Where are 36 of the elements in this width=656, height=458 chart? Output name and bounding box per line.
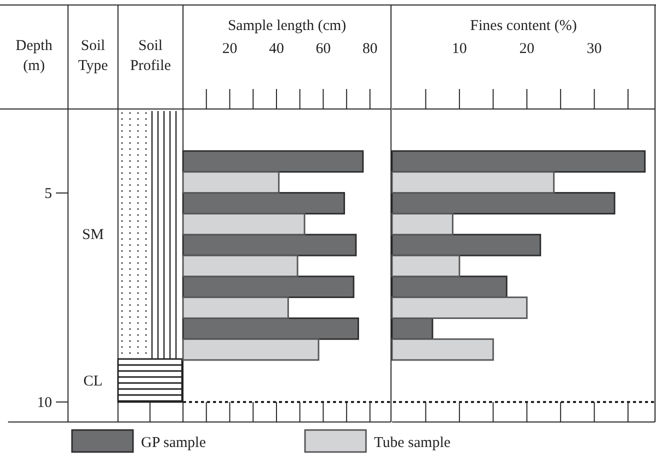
text: 5 xyxy=(44,186,52,202)
x-tick-label: 80 xyxy=(362,41,378,57)
bar xyxy=(391,192,616,214)
bar xyxy=(182,234,357,256)
bar xyxy=(391,296,528,319)
text: Depth (m) xyxy=(16,38,53,74)
text: SM xyxy=(82,227,104,243)
text: Soil Type xyxy=(78,38,108,74)
x-axis-title: Fines content (%) xyxy=(470,18,577,34)
bar xyxy=(391,254,460,278)
bar xyxy=(182,171,280,194)
x-tick-label: 30 xyxy=(586,41,602,57)
x-tick-label: 10 xyxy=(452,41,467,57)
bar xyxy=(182,317,360,340)
bar xyxy=(391,171,555,194)
bar xyxy=(391,276,508,298)
x-tick-label: 60 xyxy=(316,41,331,57)
bar xyxy=(182,212,306,236)
legend-label: GP sample xyxy=(141,435,206,451)
bar xyxy=(391,150,646,173)
bar xyxy=(391,338,494,361)
text: Soil Profile xyxy=(130,38,172,74)
x-tick-label: 40 xyxy=(268,41,284,57)
bar xyxy=(391,234,542,256)
bar xyxy=(182,276,354,298)
bar xyxy=(182,338,320,361)
bar xyxy=(391,212,454,236)
x-tick-label: 20 xyxy=(519,41,534,57)
bar xyxy=(182,192,346,214)
text: CL xyxy=(83,374,103,390)
bar xyxy=(182,254,298,278)
bar xyxy=(182,296,289,319)
x-axis-title: Sample length (cm) xyxy=(228,18,346,34)
x-tick-label: 20 xyxy=(222,41,238,57)
text: 10 xyxy=(37,395,52,411)
legend-label: Tube sample xyxy=(374,435,451,451)
